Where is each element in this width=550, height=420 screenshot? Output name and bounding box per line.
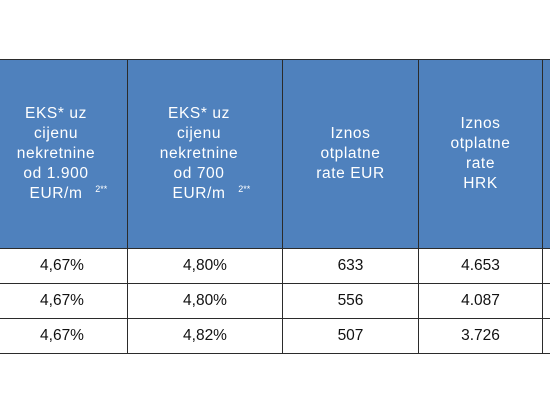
cell-eks-1900: 4,67%	[0, 248, 128, 284]
cell-rate-hrk: 3.726	[418, 318, 543, 354]
cell-eks-700: 4,80%	[127, 283, 283, 319]
cell-rate-hrk: 4.087	[418, 283, 543, 319]
header-eks-700: EKS* uz cijenu nekretnine od 700 EUR/m 2*…	[127, 59, 283, 249]
header-cut-off	[542, 59, 550, 249]
loan-table-container: EKS* uz cijenu nekretnine od 1.900 EUR/m…	[0, 59, 550, 361]
cell-eks-700: 4,80%	[127, 248, 283, 284]
cell-cut-off	[542, 318, 550, 354]
header-rate-hrk: Iznos otplatne rate HRK	[418, 59, 543, 249]
cell-rate-hrk: 4.653	[418, 248, 543, 284]
table-row: 4,67% 4,80% 556 4.087	[0, 283, 550, 319]
header-row: EKS* uz cijenu nekretnine od 1.900 EUR/m…	[0, 59, 550, 249]
cell-rate-eur: 633	[282, 248, 419, 284]
header-eks-1900: EKS* uz cijenu nekretnine od 1.900 EUR/m…	[0, 59, 128, 249]
table-row: 4,67% 4,82% 507 3.726	[0, 318, 550, 354]
table-row: 4,67% 4,80% 633 4.653	[0, 248, 550, 284]
cell-rate-eur: 507	[282, 318, 419, 354]
cell-eks-1900: 4,67%	[0, 283, 128, 319]
cell-cut-off	[542, 283, 550, 319]
cell-eks-700: 4,82%	[127, 318, 283, 354]
cell-cut-off	[542, 248, 550, 284]
header-rate-eur: Iznos otplatne rate EUR	[282, 59, 419, 249]
cell-eks-1900: 4,67%	[0, 318, 128, 354]
cell-rate-eur: 556	[282, 283, 419, 319]
loan-table: EKS* uz cijenu nekretnine od 1.900 EUR/m…	[0, 59, 550, 354]
